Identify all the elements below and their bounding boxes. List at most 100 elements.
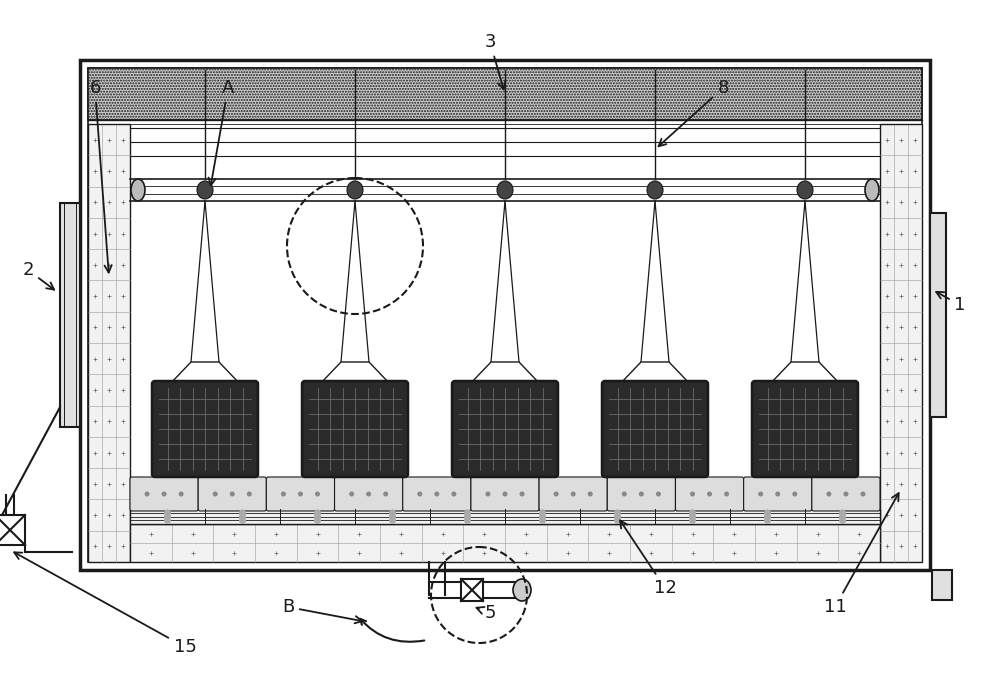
FancyBboxPatch shape [302, 381, 408, 477]
Bar [130, 524, 880, 562]
Bar [88, 68, 922, 562]
Circle shape [764, 509, 771, 516]
Polygon shape [770, 362, 840, 384]
FancyBboxPatch shape [607, 477, 675, 511]
Circle shape [656, 491, 661, 496]
Ellipse shape [497, 181, 513, 199]
Circle shape [689, 517, 696, 524]
Bar [880, 124, 922, 562]
Circle shape [826, 491, 831, 496]
Circle shape [298, 491, 303, 496]
Polygon shape [320, 362, 390, 384]
Ellipse shape [347, 181, 363, 199]
Circle shape [434, 491, 439, 496]
Circle shape [464, 517, 471, 524]
Circle shape [614, 513, 621, 520]
Text: 6: 6 [89, 79, 112, 272]
Circle shape [417, 491, 422, 496]
Polygon shape [620, 362, 690, 384]
Circle shape [839, 517, 846, 524]
Circle shape [164, 509, 171, 516]
Circle shape [315, 491, 320, 496]
Circle shape [451, 491, 456, 496]
Ellipse shape [865, 179, 879, 201]
Circle shape [775, 491, 780, 496]
Polygon shape [470, 362, 540, 384]
FancyBboxPatch shape [539, 477, 607, 511]
Bar [88, 68, 922, 120]
Circle shape [764, 517, 771, 524]
Circle shape [764, 513, 771, 520]
Bar [80, 60, 930, 570]
Bar [0, 519, 5, 541]
Circle shape [485, 491, 490, 496]
Circle shape [164, 513, 171, 520]
Circle shape [389, 513, 396, 520]
Text: 15: 15 [14, 552, 196, 656]
Circle shape [464, 513, 471, 520]
Circle shape [464, 509, 471, 516]
Circle shape [707, 491, 712, 496]
Text: B: B [282, 598, 362, 623]
Ellipse shape [797, 181, 813, 199]
Circle shape [539, 509, 546, 516]
Polygon shape [170, 362, 240, 384]
FancyBboxPatch shape [675, 477, 744, 511]
Circle shape [571, 491, 576, 496]
Circle shape [383, 491, 388, 496]
Circle shape [690, 491, 695, 496]
Circle shape [349, 491, 354, 496]
Circle shape [314, 517, 321, 524]
Text: 1: 1 [936, 292, 966, 314]
Bar [130, 509, 880, 524]
Text: 16: 16 [0, 692, 1, 693]
Text: 12: 12 [620, 520, 676, 597]
Circle shape [389, 509, 396, 516]
Circle shape [389, 517, 396, 524]
Circle shape [614, 509, 621, 516]
Text: A: A [209, 79, 234, 185]
Text: 3: 3 [484, 33, 505, 89]
Bar [932, 570, 952, 600]
Text: 2: 2 [22, 261, 54, 290]
Circle shape [239, 513, 246, 520]
Text: 5: 5 [476, 604, 496, 622]
Circle shape [724, 491, 729, 496]
Circle shape [588, 491, 593, 496]
Bar [60, 203, 80, 427]
Circle shape [179, 491, 184, 496]
Ellipse shape [197, 181, 213, 199]
Circle shape [239, 517, 246, 524]
Bar [461, 579, 483, 601]
Circle shape [314, 509, 321, 516]
Circle shape [145, 491, 150, 496]
FancyBboxPatch shape [452, 381, 558, 477]
Circle shape [860, 491, 865, 496]
Circle shape [689, 513, 696, 520]
Circle shape [689, 509, 696, 516]
Circle shape [281, 491, 286, 496]
Circle shape [247, 491, 252, 496]
FancyBboxPatch shape [752, 381, 858, 477]
Text: 8: 8 [659, 79, 729, 146]
Circle shape [554, 491, 559, 496]
Circle shape [539, 517, 546, 524]
Circle shape [792, 491, 797, 496]
Circle shape [539, 513, 546, 520]
Circle shape [614, 517, 621, 524]
Circle shape [164, 517, 171, 524]
Circle shape [230, 491, 235, 496]
Circle shape [622, 491, 627, 496]
FancyBboxPatch shape [812, 477, 880, 511]
Circle shape [843, 491, 848, 496]
Circle shape [503, 491, 508, 496]
FancyBboxPatch shape [335, 477, 403, 511]
Circle shape [758, 491, 763, 496]
FancyBboxPatch shape [744, 477, 812, 511]
Text: 11: 11 [824, 493, 899, 616]
Ellipse shape [647, 181, 663, 199]
Ellipse shape [513, 579, 531, 601]
Circle shape [520, 491, 525, 496]
FancyBboxPatch shape [266, 477, 335, 511]
FancyBboxPatch shape [152, 381, 258, 477]
